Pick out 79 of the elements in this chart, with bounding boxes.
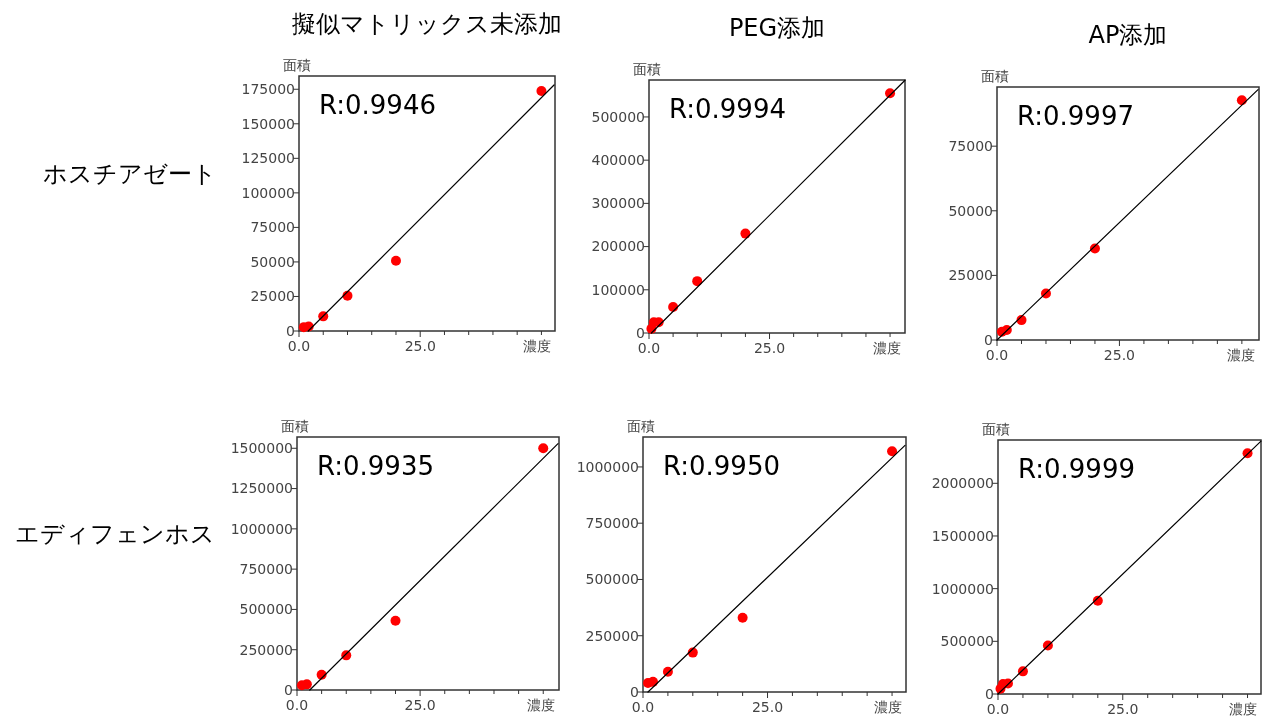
y-tick-label: 500000 bbox=[940, 633, 994, 650]
y-tick-label: 0 bbox=[286, 322, 295, 339]
y-tick-label: 500000 bbox=[585, 571, 639, 588]
y-tick-label: 25000 bbox=[250, 288, 295, 305]
y-tick-label: 175000 bbox=[241, 81, 295, 98]
point bbox=[692, 276, 703, 287]
x-axis-title: 濃度 bbox=[873, 340, 901, 356]
y-tick-label: 0 bbox=[630, 683, 639, 700]
y-tick-label: 1500000 bbox=[230, 440, 293, 457]
annotation: R:0.9935 bbox=[317, 451, 434, 481]
y-tick-label: 200000 bbox=[591, 238, 645, 255]
text: ホスチアゼート bbox=[43, 159, 217, 188]
y-tick-label: 500000 bbox=[239, 601, 293, 618]
x-tick-label: 0.0 bbox=[986, 701, 1010, 716]
y-tick-label: 25000 bbox=[948, 267, 993, 284]
y-tick-label: 750000 bbox=[239, 561, 293, 578]
y-tick-label: 50000 bbox=[250, 253, 295, 270]
y-axis-title: 面積 bbox=[281, 418, 309, 434]
x-tick-label: 0.0 bbox=[631, 699, 655, 715]
point bbox=[737, 612, 748, 623]
x-tick-label: 25.0 bbox=[751, 699, 784, 715]
y-tick-label: 1000000 bbox=[931, 580, 994, 597]
y-axis-title: 面積 bbox=[627, 418, 655, 434]
x-tick-label: 25.0 bbox=[404, 697, 436, 713]
y-tick-label: 125000 bbox=[241, 150, 295, 167]
y-tick-label: 400000 bbox=[591, 152, 645, 169]
annotation: R:0.9994 bbox=[669, 94, 786, 124]
chart-title: 擬似マトリックス未添加 bbox=[292, 10, 562, 38]
y-tick-label: 250000 bbox=[585, 627, 639, 644]
point bbox=[536, 85, 547, 96]
y-tick-label: 2000000 bbox=[931, 475, 994, 492]
y-tick-label: 0 bbox=[984, 331, 993, 348]
text: エディフェンホス bbox=[15, 519, 215, 548]
x-axis-title: 濃度 bbox=[1229, 701, 1257, 716]
chart-title: AP添加 bbox=[1088, 21, 1168, 49]
y-axis-title: 面積 bbox=[283, 57, 311, 73]
x-axis-title: 濃度 bbox=[874, 699, 902, 715]
y-axis-title: 面積 bbox=[633, 61, 661, 77]
point bbox=[341, 650, 352, 661]
y-tick-label: 1000000 bbox=[230, 520, 293, 537]
y-tick-label: 750000 bbox=[585, 515, 639, 532]
y-tick-label: 0 bbox=[636, 324, 645, 341]
point bbox=[538, 443, 549, 454]
y-tick-label: 100000 bbox=[591, 281, 645, 298]
point bbox=[887, 446, 898, 457]
y-axis-title: 面積 bbox=[982, 421, 1010, 437]
y-tick-label: 150000 bbox=[241, 115, 295, 132]
annotation: R:0.9999 bbox=[1018, 454, 1135, 484]
y-tick-label: 1500000 bbox=[931, 527, 994, 544]
y-tick-label: 75000 bbox=[250, 219, 295, 236]
y-tick-label: 100000 bbox=[241, 184, 295, 201]
x-tick-label: 25.0 bbox=[1107, 701, 1139, 716]
point bbox=[390, 615, 401, 626]
point bbox=[1236, 95, 1247, 106]
y-tick-label: 300000 bbox=[591, 195, 645, 212]
y-tick-label: 250000 bbox=[239, 641, 293, 658]
x-axis-title: 濃度 bbox=[527, 697, 555, 713]
chart-title: PEG添加 bbox=[728, 14, 826, 42]
y-tick-label: 50000 bbox=[948, 202, 993, 219]
y-tick-label: 1250000 bbox=[230, 480, 293, 497]
y-axis-title: 面積 bbox=[981, 68, 1009, 84]
annotation: R:0.9946 bbox=[319, 90, 436, 120]
x-tick-label: 0.0 bbox=[287, 338, 311, 354]
x-tick-label: 0.0 bbox=[985, 347, 1009, 363]
x-axis-title: 濃度 bbox=[1227, 347, 1255, 363]
x-tick-label: 25.0 bbox=[753, 340, 786, 356]
x-tick-label: 0.0 bbox=[285, 697, 309, 713]
y-tick-label: 0 bbox=[985, 685, 994, 702]
annotation: R:0.9997 bbox=[1017, 101, 1134, 131]
x-tick-label: 0.0 bbox=[637, 340, 661, 356]
x-axis-title: 濃度 bbox=[523, 338, 551, 354]
x-tick-label: 25.0 bbox=[404, 338, 436, 354]
y-tick-label: 1000000 bbox=[576, 458, 639, 475]
annotation: R:0.9950 bbox=[663, 451, 780, 481]
y-tick-label: 75000 bbox=[948, 138, 993, 155]
x-tick-label: 25.0 bbox=[1103, 347, 1136, 363]
point bbox=[390, 255, 401, 266]
y-tick-label: 500000 bbox=[591, 108, 645, 125]
y-tick-label: 0 bbox=[284, 681, 293, 698]
